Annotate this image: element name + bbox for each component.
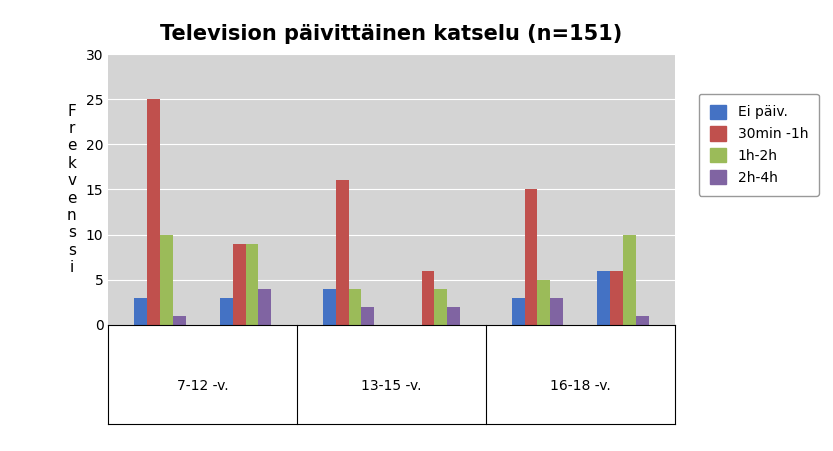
Bar <box>220 298 232 325</box>
Bar <box>147 99 160 325</box>
Bar <box>611 271 623 325</box>
Bar <box>323 289 336 325</box>
Bar <box>636 316 649 325</box>
Bar <box>246 244 258 325</box>
Bar <box>232 244 246 325</box>
Text: 13-15 -v.: 13-15 -v. <box>362 379 421 393</box>
Bar <box>160 235 172 325</box>
Bar <box>134 298 147 325</box>
Text: 16-18 -v.: 16-18 -v. <box>550 379 611 393</box>
Bar <box>336 180 348 325</box>
Title: Television päivittäinen katselu (n=151): Television päivittäinen katselu (n=151) <box>161 24 622 44</box>
Text: 7-12 -v.: 7-12 -v. <box>177 379 228 393</box>
Bar <box>511 298 525 325</box>
Bar <box>551 298 563 325</box>
Bar <box>258 289 272 325</box>
Bar <box>597 271 611 325</box>
Bar <box>623 235 636 325</box>
Bar <box>421 271 435 325</box>
Bar <box>348 289 362 325</box>
Bar <box>435 289 447 325</box>
Bar <box>447 307 460 325</box>
Bar <box>525 189 537 325</box>
Bar <box>362 307 374 325</box>
Legend: Ei päiv., 30min -1h, 1h-2h, 2h-4h: Ei päiv., 30min -1h, 1h-2h, 2h-4h <box>699 93 819 196</box>
Bar <box>537 280 551 325</box>
Bar <box>172 316 186 325</box>
Y-axis label: F
r
e
k
v
e
n
s
s
i: F r e k v e n s s i <box>67 104 77 275</box>
